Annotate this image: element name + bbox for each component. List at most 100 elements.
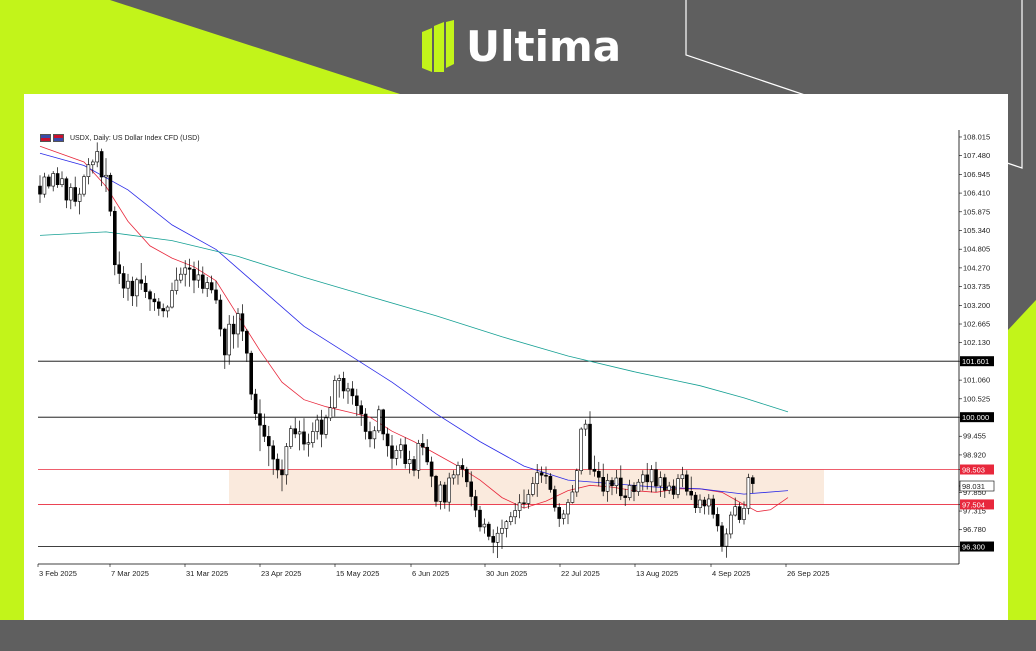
candle-body — [258, 413, 262, 426]
candle-body — [223, 328, 227, 356]
time-tick-label: 22 Jul 2025 — [561, 569, 600, 578]
time-tick-label: 15 May 2025 — [336, 569, 379, 578]
current-price-label: 98.031 — [962, 482, 985, 491]
candle-body — [478, 509, 482, 528]
brand-name: Ultima — [466, 21, 622, 71]
candle-body — [658, 477, 663, 487]
candle-body — [557, 507, 562, 519]
level-1-label: 100.000 — [962, 413, 989, 422]
candle-body — [267, 436, 271, 447]
candle-body — [218, 299, 223, 330]
candle-body — [381, 409, 386, 435]
candle-body — [205, 282, 209, 289]
candle-body — [667, 485, 672, 491]
candle-body — [227, 323, 231, 356]
candle-body — [530, 483, 535, 495]
candle-body — [504, 521, 509, 529]
candle-body — [346, 388, 350, 392]
candle-body — [183, 267, 187, 275]
price-tick-label: 103.735 — [963, 282, 990, 291]
candle-body — [737, 506, 742, 520]
candle-body — [746, 477, 751, 509]
candle-body — [350, 388, 355, 397]
chart-title-bar: USDX, Daily: US Dollar Index CFD (USD) — [40, 134, 200, 142]
candle-body — [676, 478, 680, 495]
candle-body — [95, 151, 99, 163]
time-tick-label: 23 Apr 2025 — [261, 569, 301, 578]
candle-body — [605, 480, 610, 492]
candle-body — [640, 474, 645, 483]
level-2-tag — [960, 464, 994, 475]
time-tick-label: 26 Sep 2025 — [787, 569, 830, 578]
time-tick-label: 30 Jun 2025 — [486, 569, 527, 578]
candle-body — [288, 428, 293, 447]
candle-body — [271, 445, 275, 460]
candle-body — [328, 407, 333, 419]
candle-body — [684, 474, 689, 492]
symbol-icon — [53, 134, 64, 142]
price-tick-label: 102.665 — [963, 320, 990, 329]
time-tick-label: 3 Feb 2025 — [39, 569, 77, 578]
candle-body — [592, 468, 597, 472]
ma-slow-line — [39, 231, 789, 413]
candle-body — [693, 494, 698, 509]
candle-body — [583, 423, 588, 430]
candle-body — [201, 274, 205, 289]
candle-body — [73, 187, 78, 202]
candle-body — [698, 499, 702, 509]
candle-body — [46, 176, 51, 187]
candle-body — [332, 380, 337, 409]
candle-body — [245, 330, 249, 354]
candle-body — [368, 431, 372, 440]
candle-body — [337, 378, 342, 381]
ultima-logo-icon — [422, 20, 454, 72]
price-tick-label: 104.270 — [963, 263, 990, 272]
candle-body — [253, 393, 258, 414]
candle-body — [513, 510, 518, 518]
candle-body — [187, 267, 192, 270]
candle-body — [209, 282, 214, 291]
candle-body — [522, 502, 526, 504]
chart-title: USDX, Daily: US Dollar Index CFD (USD) — [70, 134, 200, 142]
candle-body — [671, 485, 676, 495]
time-tick-label: 31 Mar 2025 — [186, 569, 228, 578]
candle-body — [42, 176, 47, 195]
candle-body — [284, 446, 289, 476]
price-tick-label: 98.920 — [963, 450, 986, 459]
candle-body — [310, 431, 315, 443]
candle-body — [192, 268, 196, 281]
candle-body — [148, 291, 152, 300]
candle-body — [442, 484, 447, 503]
level-0-label: 101.601 — [962, 357, 989, 366]
candle-body — [376, 409, 381, 432]
flag-icon — [40, 134, 51, 142]
time-tick-label: 4 Sep 2025 — [712, 569, 750, 578]
candle-body — [104, 174, 108, 178]
candle-body — [341, 378, 346, 392]
candle-body — [126, 280, 130, 289]
candle-body — [632, 485, 636, 492]
candle-body — [121, 273, 126, 289]
price-tick-label: 97.850 — [963, 488, 986, 497]
candle-body — [403, 444, 408, 464]
candle-body — [517, 502, 522, 511]
candle-body — [385, 433, 390, 447]
candle-body — [720, 525, 724, 547]
candle-body — [157, 301, 161, 309]
candle-body — [86, 164, 91, 177]
candle-body — [108, 174, 113, 212]
candle-body — [51, 173, 56, 187]
candle-body — [394, 450, 399, 459]
candle-body — [508, 516, 513, 522]
candle-body — [68, 187, 73, 201]
candle-body — [614, 477, 619, 486]
candle-body — [552, 489, 557, 508]
candle-body — [438, 484, 443, 502]
candle-body — [196, 274, 201, 281]
candle-body — [398, 444, 403, 451]
price-tick-label: 106.410 — [963, 189, 990, 198]
candle-body — [38, 185, 42, 195]
chart-panel: 108.015 107.480 106.945 106.410 105.875 105.3… — [24, 94, 1008, 620]
candle-body — [82, 176, 86, 195]
